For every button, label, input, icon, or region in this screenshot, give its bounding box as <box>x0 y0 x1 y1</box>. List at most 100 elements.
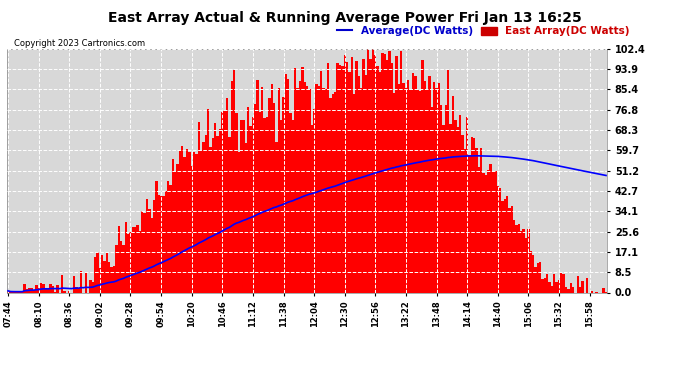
Bar <box>266 117 268 292</box>
Bar <box>240 120 242 292</box>
Bar <box>167 181 169 292</box>
Bar <box>287 79 289 292</box>
Bar <box>445 105 447 292</box>
Bar <box>402 83 405 292</box>
Bar <box>97 252 99 292</box>
Bar <box>249 126 252 292</box>
Bar <box>581 281 584 292</box>
Bar <box>310 125 313 292</box>
Bar <box>228 137 230 292</box>
Bar <box>572 287 574 292</box>
Bar <box>73 276 75 292</box>
Bar <box>205 135 207 292</box>
Bar <box>473 138 475 292</box>
Bar <box>477 167 480 292</box>
Bar <box>454 120 457 292</box>
Bar <box>155 181 157 292</box>
Bar <box>104 261 106 292</box>
Bar <box>275 142 277 292</box>
Bar <box>329 98 332 292</box>
Bar <box>297 88 299 292</box>
Bar <box>414 76 417 292</box>
Bar <box>320 70 322 292</box>
Bar <box>226 98 228 292</box>
Bar <box>120 241 122 292</box>
Bar <box>386 60 388 292</box>
Bar <box>247 107 249 292</box>
Bar <box>497 186 499 292</box>
Bar <box>412 73 414 292</box>
Bar <box>457 127 459 292</box>
Bar <box>144 213 146 292</box>
Bar <box>437 83 440 292</box>
Bar <box>409 90 412 292</box>
Bar <box>28 288 30 292</box>
Bar <box>200 151 202 292</box>
Bar <box>485 175 487 292</box>
Bar <box>341 66 344 292</box>
Bar <box>261 87 264 292</box>
Bar <box>61 275 63 292</box>
Bar <box>137 225 139 292</box>
Bar <box>539 262 541 292</box>
Bar <box>555 282 558 292</box>
Bar <box>577 276 579 292</box>
Bar <box>395 56 397 292</box>
Bar <box>367 49 369 292</box>
Bar <box>313 109 315 292</box>
Bar <box>150 219 153 292</box>
Bar <box>101 255 104 292</box>
Bar <box>219 129 221 292</box>
Bar <box>421 60 424 292</box>
Bar <box>337 63 339 292</box>
Bar <box>527 229 529 292</box>
Bar <box>23 284 26 292</box>
Bar <box>560 273 562 292</box>
Bar <box>193 152 195 292</box>
Bar <box>108 262 110 292</box>
Bar <box>544 278 546 292</box>
Bar <box>169 185 172 292</box>
Bar <box>325 89 327 292</box>
Bar <box>99 267 101 292</box>
Bar <box>365 75 367 292</box>
Bar <box>188 152 190 292</box>
Bar <box>344 55 346 292</box>
Bar <box>30 288 33 292</box>
Bar <box>113 266 115 292</box>
Bar <box>230 81 233 292</box>
Bar <box>522 229 525 292</box>
Bar <box>68 291 70 292</box>
Bar <box>440 105 442 292</box>
Bar <box>567 289 569 292</box>
Bar <box>537 263 539 292</box>
Bar <box>353 94 355 292</box>
Bar <box>579 287 581 292</box>
Bar <box>282 98 285 292</box>
Bar <box>77 288 80 292</box>
Bar <box>89 279 92 292</box>
Bar <box>362 59 365 292</box>
Bar <box>591 291 593 292</box>
Bar <box>106 253 108 292</box>
Bar <box>379 72 381 292</box>
Bar <box>562 274 565 292</box>
Bar <box>179 150 181 292</box>
Bar <box>489 164 492 292</box>
Bar <box>85 272 87 292</box>
Bar <box>346 62 348 292</box>
Bar <box>299 81 301 292</box>
Bar <box>428 76 431 292</box>
Bar <box>110 267 113 292</box>
Bar <box>461 135 464 292</box>
Bar <box>384 54 386 292</box>
Bar <box>177 164 179 292</box>
Bar <box>190 166 193 292</box>
Bar <box>117 226 120 292</box>
Text: East Array Actual & Running Average Power Fri Jan 13 16:25: East Array Actual & Running Average Powe… <box>108 11 582 25</box>
Bar <box>480 148 482 292</box>
Bar <box>153 200 155 292</box>
Bar <box>405 88 407 292</box>
Bar <box>264 118 266 292</box>
Bar <box>471 137 473 292</box>
